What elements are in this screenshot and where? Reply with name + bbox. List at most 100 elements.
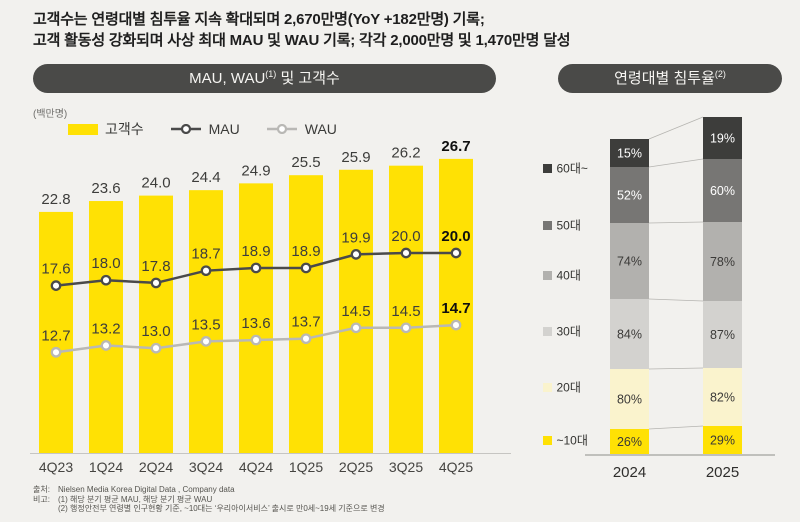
wau-marker (250, 334, 262, 346)
note-row-2: (2) 행정안전부 연령별 인구현황 기준, ~10대는 ‘우리아이서비스’ 출… (33, 504, 385, 514)
wau-value: 14.5 (341, 303, 370, 320)
source-row: 출처: Nielsen Media Korea Digital Data , C… (33, 485, 385, 495)
year-label: 2025 (706, 464, 739, 481)
age-10s-value: 26% (617, 435, 642, 449)
mau-marker (50, 280, 62, 291)
header-line-1: 고객수는 연령대별 침투율 지속 확대되며 2,670만명(YoY +182만명… (33, 11, 485, 28)
x-axis-label: 3Q24 (189, 459, 223, 475)
wau-marker (450, 319, 462, 331)
wau-marker (400, 322, 412, 334)
right-chart-title-text: 연령대별 침투율 (614, 70, 715, 87)
wau-value: 13.2 (91, 320, 120, 337)
customers-bar (189, 190, 223, 454)
age-30s-value: 84% (617, 328, 642, 342)
age-40s-segment (703, 222, 742, 301)
mau-marker (200, 265, 212, 277)
customers-value: 26.2 (391, 145, 420, 162)
customers-bar (39, 211, 73, 454)
wau-marker (350, 322, 362, 334)
wau-marker (200, 336, 212, 347)
age-30s-segment (610, 299, 649, 369)
mau-value: 18.7 (191, 246, 220, 263)
year-label: 2024 (613, 464, 646, 481)
mau-value: 18.0 (91, 255, 120, 272)
age-10s-legend-swatch (543, 436, 552, 445)
age-50s-value: 52% (617, 189, 642, 203)
customers-bar (289, 175, 323, 454)
mau-marker (300, 262, 312, 274)
customers-value: 24.0 (141, 175, 170, 192)
customers-bar (239, 183, 273, 454)
wau-value: 14.5 (391, 303, 420, 320)
wau-value: 14.7 (441, 300, 470, 317)
mau-value: 20.0 (441, 228, 470, 245)
age-10s-segment (703, 426, 742, 454)
x-axis-label: 2Q25 (339, 459, 373, 475)
mau-marker (400, 247, 412, 259)
age-50s-legend-label: 50대 (557, 219, 581, 233)
age-50s-value: 60% (710, 184, 735, 198)
legend-item-mau: MAU (170, 121, 240, 137)
mau-value: 19.9 (341, 229, 370, 246)
mau-value: 17.8 (141, 258, 170, 275)
age-60plus-value: 19% (710, 132, 735, 146)
footnotes: 출처: Nielsen Media Korea Digital Data , C… (33, 485, 385, 514)
left-chart-title: MAU, WAU(1) 및 고객수 (33, 64, 496, 93)
connector-line (648, 158, 704, 168)
wau-value: 13.7 (291, 314, 320, 331)
x-axis-label: 4Q24 (239, 459, 273, 475)
unit-label: (백만명) (33, 109, 68, 120)
wau-marker (100, 340, 112, 351)
x-axis-label: 1Q25 (289, 459, 323, 475)
wau-marker (150, 342, 162, 354)
mau-wau-customers-chart: 4Q23 1Q24 2Q24 3Q24 4Q24 1Q25 2Q25 3Q25 4Q25 22.8… (30, 138, 511, 475)
age-40s-value: 74% (617, 255, 642, 269)
x-axis-label: 4Q25 (439, 459, 473, 475)
age-10s-value: 29% (710, 434, 735, 448)
x-axis-label: 1Q24 (89, 459, 123, 475)
right-chart-title-footnote-mark: (2) (714, 69, 726, 79)
customers-value: 24.4 (191, 169, 220, 186)
age-20s-value: 82% (710, 391, 735, 405)
mau-marker (450, 247, 462, 259)
mau-value: 18.9 (241, 243, 270, 260)
legend-mau-label: MAU (208, 121, 240, 137)
note-row-1: 비고: (1) 해당 분기 평균 MAU, 해당 분기 평균 WAU (33, 495, 385, 505)
wau-line-icon (266, 124, 297, 134)
age-10s-segment (610, 429, 649, 454)
header-summary: 고객수는 연령대별 침투율 지속 확대되며 2,670만명(YoY +182만명… (33, 9, 571, 51)
age-30s-legend-swatch (543, 327, 552, 336)
age-20s-segment (703, 368, 742, 426)
source-label: 출처: (33, 485, 50, 494)
mau-marker (250, 262, 262, 274)
age-40s-legend-label: 40대 (557, 269, 581, 283)
legend-item-wau: WAU (266, 121, 337, 137)
customers-value: 25.9 (341, 149, 370, 166)
customers-value: 25.5 (291, 154, 320, 171)
legend-wau-label: WAU (304, 121, 337, 137)
header-line-2: 고객 활동성 강화되며 사상 최대 MAU 및 WAU 기록; 각각 2,000… (33, 32, 571, 49)
connector-line (648, 367, 704, 370)
note-1-text: (1) 해당 분기 평균 MAU, 해당 분기 평균 WAU (58, 494, 213, 504)
wau-value: 12.7 (41, 327, 70, 344)
age-50s-segment (610, 167, 649, 223)
customers-swatch-icon (68, 123, 98, 135)
age-50s-legend-swatch (543, 221, 552, 230)
age-60plus-segment (610, 139, 649, 167)
customers-bar (339, 169, 373, 454)
connector-line (648, 425, 704, 430)
age-10s-legend-label: ~10대 (557, 434, 588, 448)
connector-line (648, 298, 704, 302)
customers-bar (439, 158, 473, 454)
note-label-spacer (33, 504, 58, 514)
customers-value: 26.7 (441, 138, 470, 155)
customers-value: 24.9 (241, 162, 270, 179)
mau-marker (350, 249, 362, 260)
customers-bar (139, 195, 173, 454)
note-2-text: (2) 행정안전부 연령별 인구현황 기준, ~10대는 ‘우리아이서비스’ 출… (58, 504, 385, 514)
age-20s-legend-label: 20대 (557, 381, 581, 395)
legend-item-customers: 고객수 (68, 119, 144, 139)
age-50s-segment (703, 159, 742, 222)
mau-marker (100, 274, 112, 286)
